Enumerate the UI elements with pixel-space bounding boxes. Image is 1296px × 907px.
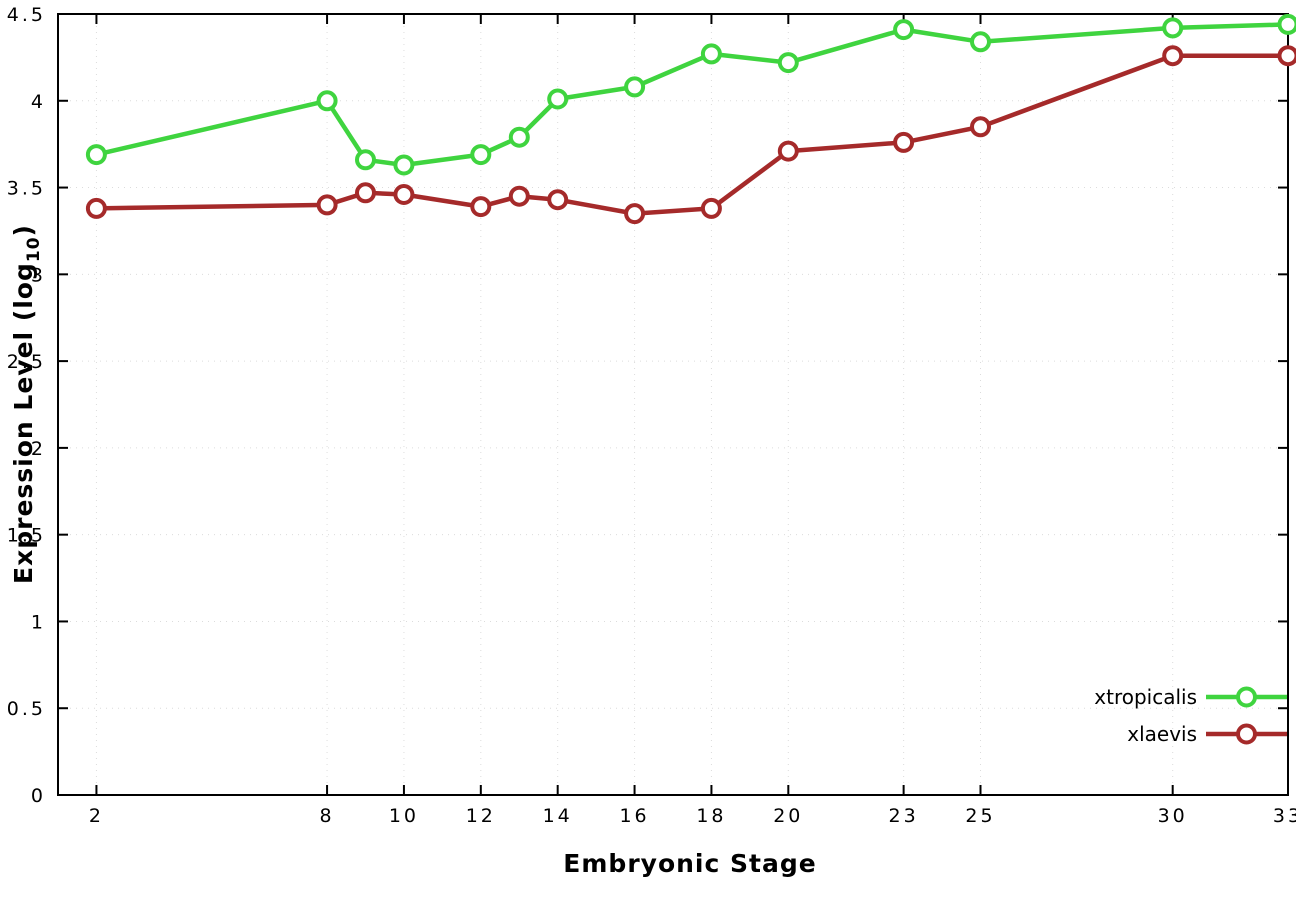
data-point-xtropicalis [777,52,799,74]
x-tick-label: 12 [466,805,496,827]
y-tick-label: 4.5 [7,4,46,26]
data-point-xlaevis [85,197,107,219]
data-point-xtropicalis [893,19,915,41]
data-point-xlaevis [547,189,569,211]
data-point-xtropicalis [970,31,991,53]
x-tick-label: 18 [696,805,726,827]
y-tick-label: 2.5 [7,351,46,373]
data-point-xlaevis [624,203,646,225]
y-axis-title: Expression Level (log10) [9,224,44,584]
legend-label-xtropicalis: xtropicalis [1094,685,1197,709]
x-tick-label: 23 [889,805,919,827]
data-point-xtropicalis [547,88,569,110]
data-point-xlaevis [1162,45,1184,67]
legend-label-xlaevis: xlaevis [1127,722,1197,746]
y-tick-label: 3.5 [7,178,46,200]
y-tick-label: 4 [31,91,46,113]
data-point-xtropicalis [355,149,376,171]
data-point-xlaevis [700,197,722,219]
y-tick-label: 2 [31,438,46,460]
legend-marker-xlaevis [1236,723,1257,745]
x-tick-label: 33 [1273,805,1296,827]
x-tick-label: 16 [619,805,649,827]
x-tick-label: 14 [543,805,573,827]
x-tick-label: 2 [89,805,104,827]
y-tick-label: 0 [31,785,46,807]
data-point-xlaevis [470,196,492,218]
x-tick-label: 30 [1158,805,1188,827]
data-point-xtropicalis [316,90,338,112]
data-point-xlaevis [893,131,915,153]
plot-border [57,13,1289,796]
data-point-xtropicalis [508,126,530,148]
data-point-xtropicalis [393,154,415,176]
x-tick-label: 20 [773,805,803,827]
data-point-xlaevis [1277,45,1296,67]
data-point-xlaevis [355,182,376,204]
data-point-xlaevis [508,185,530,207]
series-line-xlaevis [94,53,1291,216]
data-point-xtropicalis [470,144,492,166]
x-tick-label: 8 [320,805,335,827]
series-line-xtropicalis [94,22,1291,168]
data-point-xlaevis [777,140,799,162]
data-point-xtropicalis [1277,13,1296,35]
legend-marker-xtropicalis [1236,686,1257,708]
x-tick-label: 25 [965,805,995,827]
y-tick-label: 3 [31,264,46,286]
y-tick-label: 1 [31,611,46,633]
data-point-xlaevis [970,116,991,138]
legend-item-xtropicalis: xtropicalis [1094,685,1287,709]
data-point-xtropicalis [85,144,107,166]
data-point-xtropicalis [624,76,646,98]
data-point-xtropicalis [700,43,722,65]
y-tick-label: 0.5 [7,698,46,720]
legend: xtropicalis xlaevis [1094,685,1287,746]
data-point-xlaevis [393,184,415,205]
y-tick-label: 1.5 [7,525,46,547]
data-point-xtropicalis [1162,17,1184,39]
x-tick-label: 10 [389,805,419,827]
legend-item-xlaevis: xlaevis [1127,722,1287,746]
data-point-xlaevis [316,194,338,216]
x-axis-title: Embryonic Stage [563,849,816,878]
plot-area: 2 8 10 12 14 16 18 20 23 25 30 33 0 0.5 1 1.5 2 2.5 3 3.5 4 4… [7,4,1296,827]
